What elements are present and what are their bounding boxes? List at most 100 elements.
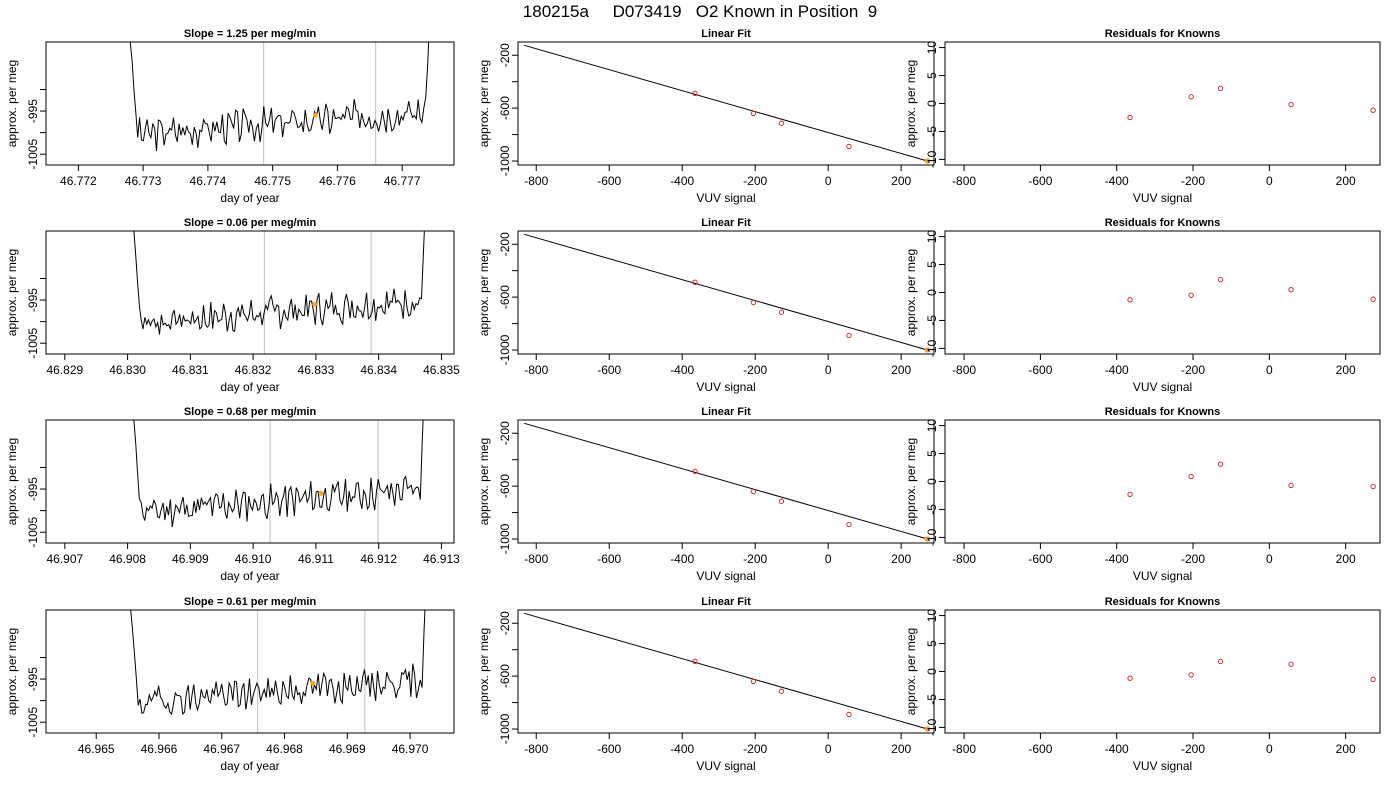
x-tick-label: -800 — [952, 363, 976, 377]
data-point — [778, 498, 785, 504]
plot-frame — [517, 41, 935, 166]
x-tick-label: -600 — [1028, 742, 1052, 756]
x-tick-label: 46.834 — [360, 363, 397, 377]
y-axis-label: approx. per meg — [904, 628, 918, 715]
data-point — [692, 90, 698, 96]
y-tick-label: -5 — [925, 504, 939, 515]
panel-1-2: Linear Fit -800 -600 -400 -200 0 200 -200 -600 -1… — [477, 28, 935, 205]
fit-line — [524, 422, 928, 540]
y-tick-label: -1000 — [498, 145, 512, 176]
average-marker — [310, 680, 316, 686]
y-axis-label: approx. per meg — [904, 60, 918, 147]
x-tick-label: 0 — [1266, 363, 1273, 377]
data-point — [778, 120, 785, 126]
data-point — [1370, 676, 1376, 682]
x-tick-label: 46.911 — [298, 552, 334, 566]
x-tick-label: 0 — [1266, 742, 1273, 756]
figure-title: 180215a D073419 O2 Known in Position 9 — [522, 2, 878, 21]
data-point — [1127, 675, 1133, 681]
y-tick-label: -200 — [498, 421, 512, 445]
x-tick-label: 46.829 — [46, 363, 83, 377]
plot-area — [133, 420, 424, 543]
x-tick-label: -800 — [524, 363, 548, 377]
y-axis-label: approx. per meg — [5, 438, 19, 525]
data-trace — [133, 231, 425, 335]
panel-title: Linear Fit — [701, 406, 751, 418]
x-tick-label: -800 — [524, 552, 548, 566]
x-tick-label: -400 — [1105, 174, 1129, 188]
plot-frame — [45, 230, 455, 355]
x-tick-label: -800 — [524, 174, 548, 188]
data-point — [1288, 482, 1294, 489]
y-axis-label: approx. per meg — [904, 249, 918, 336]
plot-frame — [517, 419, 935, 544]
x-tick-label: -200 — [1181, 363, 1205, 377]
x-tick-label: 46.832 — [235, 363, 272, 377]
y-tick-label: -1000 — [498, 523, 512, 554]
x-tick-label: -400 — [670, 742, 694, 756]
data-trace — [129, 42, 430, 152]
average-marker — [312, 301, 318, 307]
x-tick-label: 46.907 — [46, 552, 83, 566]
y-tick-label: -10 — [925, 528, 939, 546]
plot-area — [1127, 276, 1376, 303]
data-point — [1288, 101, 1294, 108]
x-tick-label: -400 — [1105, 742, 1129, 756]
x-tick-label: 46.969 — [329, 742, 366, 756]
x-tick-label: 46.830 — [109, 363, 146, 377]
x-axis-label: day of year — [220, 191, 279, 205]
x-tick-label: -600 — [1028, 174, 1052, 188]
x-tick-label: -200 — [1181, 552, 1205, 566]
y-tick-label: 0 — [925, 478, 939, 485]
fit-line — [524, 44, 928, 162]
data-point — [1188, 292, 1194, 298]
data-point — [1217, 461, 1224, 467]
y-axis-label: approx. per meg — [904, 438, 918, 525]
data-point — [692, 658, 698, 664]
panel-3-3: Residuals for Knowns -800 -600 -400 -200 0 200… — [904, 406, 1381, 583]
data-point — [1217, 85, 1224, 92]
x-tick-label: 46.967 — [203, 742, 240, 756]
data-point — [1288, 661, 1294, 667]
y-tick-label: -5 — [925, 126, 939, 137]
x-tick-label: -200 — [1181, 174, 1205, 188]
data-point — [750, 488, 757, 495]
data-point — [750, 110, 757, 117]
y-tick-label: 10 — [925, 230, 939, 244]
x-tick-label: 46.776 — [319, 174, 356, 188]
x-axis-label: day of year — [220, 759, 279, 773]
highlight-point — [924, 347, 931, 353]
x-tick-label: -600 — [1028, 363, 1052, 377]
y-tick-label: -1005 — [26, 707, 40, 738]
x-tick-label: 46.775 — [254, 174, 291, 188]
x-tick-label: -600 — [597, 363, 621, 377]
data-point — [1370, 483, 1376, 490]
y-tick-label: -1000 — [498, 334, 512, 365]
x-tick-label: 200 — [891, 174, 911, 188]
data-point — [1370, 296, 1376, 302]
plot-area — [524, 44, 931, 164]
panel-title: Linear Fit — [701, 217, 751, 229]
x-axis-label: VUV signal — [696, 759, 755, 773]
x-tick-label: -800 — [524, 742, 548, 756]
y-tick-label: 10 — [925, 609, 939, 623]
x-tick-label: 46.831 — [172, 363, 209, 377]
x-tick-label: 46.777 — [384, 174, 421, 188]
y-axis-label: approx. per meg — [477, 628, 491, 715]
data-point — [1288, 287, 1294, 293]
y-tick-label: -600 — [498, 474, 512, 498]
y-axis-label: approx. per meg — [5, 60, 19, 147]
panel-4-1: Slope = 0.61 per meg/min 46.965 46.966 46.9… — [5, 596, 455, 773]
plot-frame — [944, 419, 1381, 544]
y-tick-label: -995 — [26, 477, 40, 501]
y-tick-label: -1000 — [498, 713, 512, 744]
y-tick-label: -1005 — [26, 517, 40, 548]
y-tick-label: -995 — [26, 99, 40, 123]
panel-title: Residuals for Knowns — [1105, 217, 1221, 229]
x-tick-label: 0 — [825, 742, 832, 756]
y-axis-label: approx. per meg — [477, 60, 491, 147]
plot-area — [1127, 658, 1376, 682]
panel-3-2: Linear Fit -800 -600 -400 -200 0 200 -200 -600 -1… — [477, 406, 935, 583]
x-tick-label: 46.774 — [190, 174, 227, 188]
